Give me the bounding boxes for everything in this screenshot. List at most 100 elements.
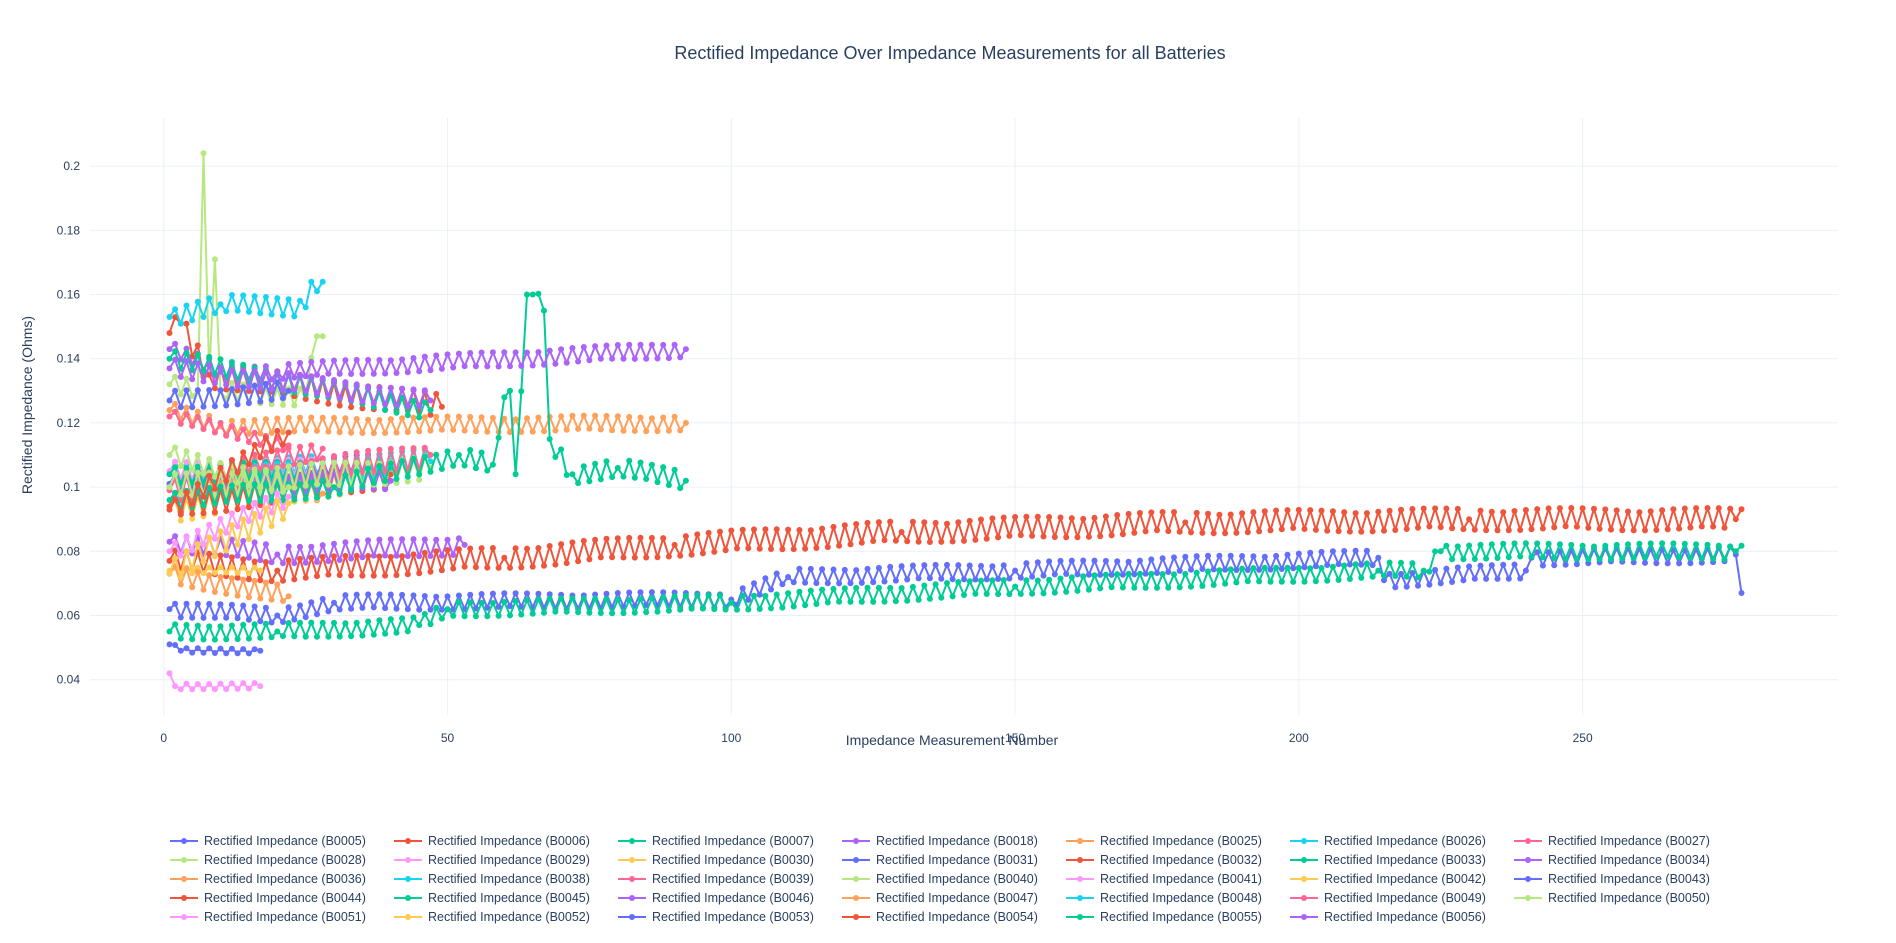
legend-item[interactable]: Rectified Impedance (B0048) (1066, 889, 1262, 907)
legend-item[interactable]: Rectified Impedance (B0030) (618, 851, 814, 869)
data-point (302, 396, 309, 402)
data-point (455, 598, 462, 605)
data-point (314, 481, 320, 488)
legend-item[interactable]: Rectified Impedance (B0040) (842, 870, 1038, 888)
series-line (168, 492, 290, 557)
data-point (200, 510, 207, 517)
legend-swatch-icon (1514, 874, 1542, 884)
series-b0056[interactable] (166, 356, 434, 410)
data-point (336, 490, 343, 497)
legend-item[interactable]: Rectified Impedance (B0042) (1290, 870, 1486, 888)
legend-item[interactable]: Rectified Impedance (B0027) (1514, 832, 1710, 850)
data-point (183, 470, 190, 477)
data-point (626, 457, 633, 464)
data-point (717, 592, 723, 599)
data-point (1085, 533, 1092, 540)
series-b0048[interactable] (166, 278, 326, 327)
data-point (637, 341, 644, 348)
data-point (359, 554, 366, 561)
data-point (172, 400, 179, 407)
legend-item[interactable]: Rectified Impedance (B0036) (170, 870, 366, 888)
series-b0052[interactable] (166, 498, 292, 580)
data-point (240, 646, 247, 653)
data-point (217, 419, 224, 426)
data-point (949, 593, 956, 600)
legend-item[interactable]: Rectified Impedance (B0043) (1514, 870, 1710, 888)
data-point (677, 354, 684, 361)
data-point (450, 364, 457, 371)
data-point (1046, 558, 1053, 565)
legend-label: Rectified Impedance (B0049) (1324, 891, 1486, 905)
series-b0049[interactable] (166, 408, 292, 454)
legend-item[interactable]: Rectified Impedance (B0051) (170, 908, 366, 926)
legend-item[interactable]: Rectified Impedance (B0046) (618, 889, 814, 907)
series-b0054[interactable] (166, 427, 292, 515)
legend-item[interactable]: Rectified Impedance (B0044) (170, 889, 366, 907)
legend-item[interactable]: Rectified Impedance (B0026) (1290, 832, 1486, 850)
legend-swatch-icon (618, 836, 646, 846)
data-point (512, 471, 519, 478)
legend-item[interactable]: Rectified Impedance (B0032) (1066, 851, 1262, 869)
series-b0006[interactable] (166, 505, 1745, 585)
data-point (507, 564, 513, 571)
data-point (586, 357, 593, 364)
data-point (240, 680, 247, 687)
series-b0036[interactable] (166, 400, 689, 437)
legend-item[interactable]: Rectified Impedance (B0049) (1290, 889, 1486, 907)
legend-item[interactable]: Rectified Impedance (B0031) (842, 851, 1038, 869)
data-point (614, 464, 621, 471)
series-b0051[interactable] (166, 490, 292, 559)
data-point (1710, 556, 1717, 562)
y-tick-label: 0.1 (63, 480, 80, 494)
legend-item[interactable]: Rectified Impedance (B0050) (1514, 889, 1710, 907)
data-point (177, 552, 184, 559)
data-point (1483, 555, 1490, 562)
legend-item[interactable]: Rectified Impedance (B0045) (394, 889, 590, 907)
series-b0041[interactable] (166, 670, 264, 693)
data-point (875, 519, 882, 526)
legend-item[interactable]: Rectified Impedance (B0055) (1066, 908, 1262, 926)
data-point (1335, 528, 1342, 535)
legend-item[interactable]: Rectified Impedance (B0034) (1514, 851, 1710, 869)
series-b0045[interactable] (166, 290, 689, 512)
legend-item[interactable]: Rectified Impedance (B0056) (1290, 908, 1486, 926)
legend-item[interactable]: Rectified Impedance (B0039) (618, 870, 814, 888)
data-point (1545, 549, 1552, 556)
legend-item[interactable]: Rectified Impedance (B0041) (1066, 870, 1262, 888)
legend-item[interactable]: Rectified Impedance (B0053) (618, 908, 814, 926)
legend-item[interactable]: Rectified Impedance (B0038) (394, 870, 590, 888)
legend-item[interactable]: Rectified Impedance (B0007) (618, 832, 814, 850)
series-b0043[interactable] (166, 641, 264, 657)
legend-item[interactable]: Rectified Impedance (B0054) (842, 908, 1038, 926)
data-point (166, 484, 173, 491)
data-point (858, 598, 865, 605)
legend-item[interactable]: Rectified Impedance (B0047) (842, 889, 1038, 907)
legend-item[interactable]: Rectified Impedance (B0006) (394, 832, 590, 850)
data-point (1398, 559, 1404, 566)
data-point (433, 604, 440, 611)
legend-item[interactable]: Rectified Impedance (B0018) (842, 832, 1038, 850)
data-point (751, 580, 757, 587)
data-point (166, 557, 173, 564)
data-point (172, 306, 179, 313)
data-point (297, 297, 303, 304)
legend-item[interactable]: Rectified Impedance (B0029) (394, 851, 590, 869)
data-point (240, 621, 247, 628)
data-point (336, 606, 343, 613)
legend-item[interactable]: Rectified Impedance (B0025) (1066, 832, 1262, 850)
legend-item[interactable]: Rectified Impedance (B0028) (170, 851, 366, 869)
data-point (217, 301, 224, 308)
y-tick-label: 0.04 (57, 673, 81, 687)
data-point (1227, 511, 1234, 518)
data-point (807, 527, 814, 534)
data-point (314, 494, 320, 501)
series-b0053[interactable] (166, 379, 292, 411)
data-point (200, 686, 207, 693)
data-point (501, 415, 508, 422)
legend-item[interactable]: Rectified Impedance (B0052) (394, 908, 590, 926)
legend-item[interactable]: Rectified Impedance (B0005) (170, 832, 366, 850)
data-point (172, 547, 179, 554)
series-b0007[interactable] (166, 540, 1745, 643)
data-point (1346, 576, 1353, 582)
legend-item[interactable]: Rectified Impedance (B0033) (1290, 851, 1486, 869)
